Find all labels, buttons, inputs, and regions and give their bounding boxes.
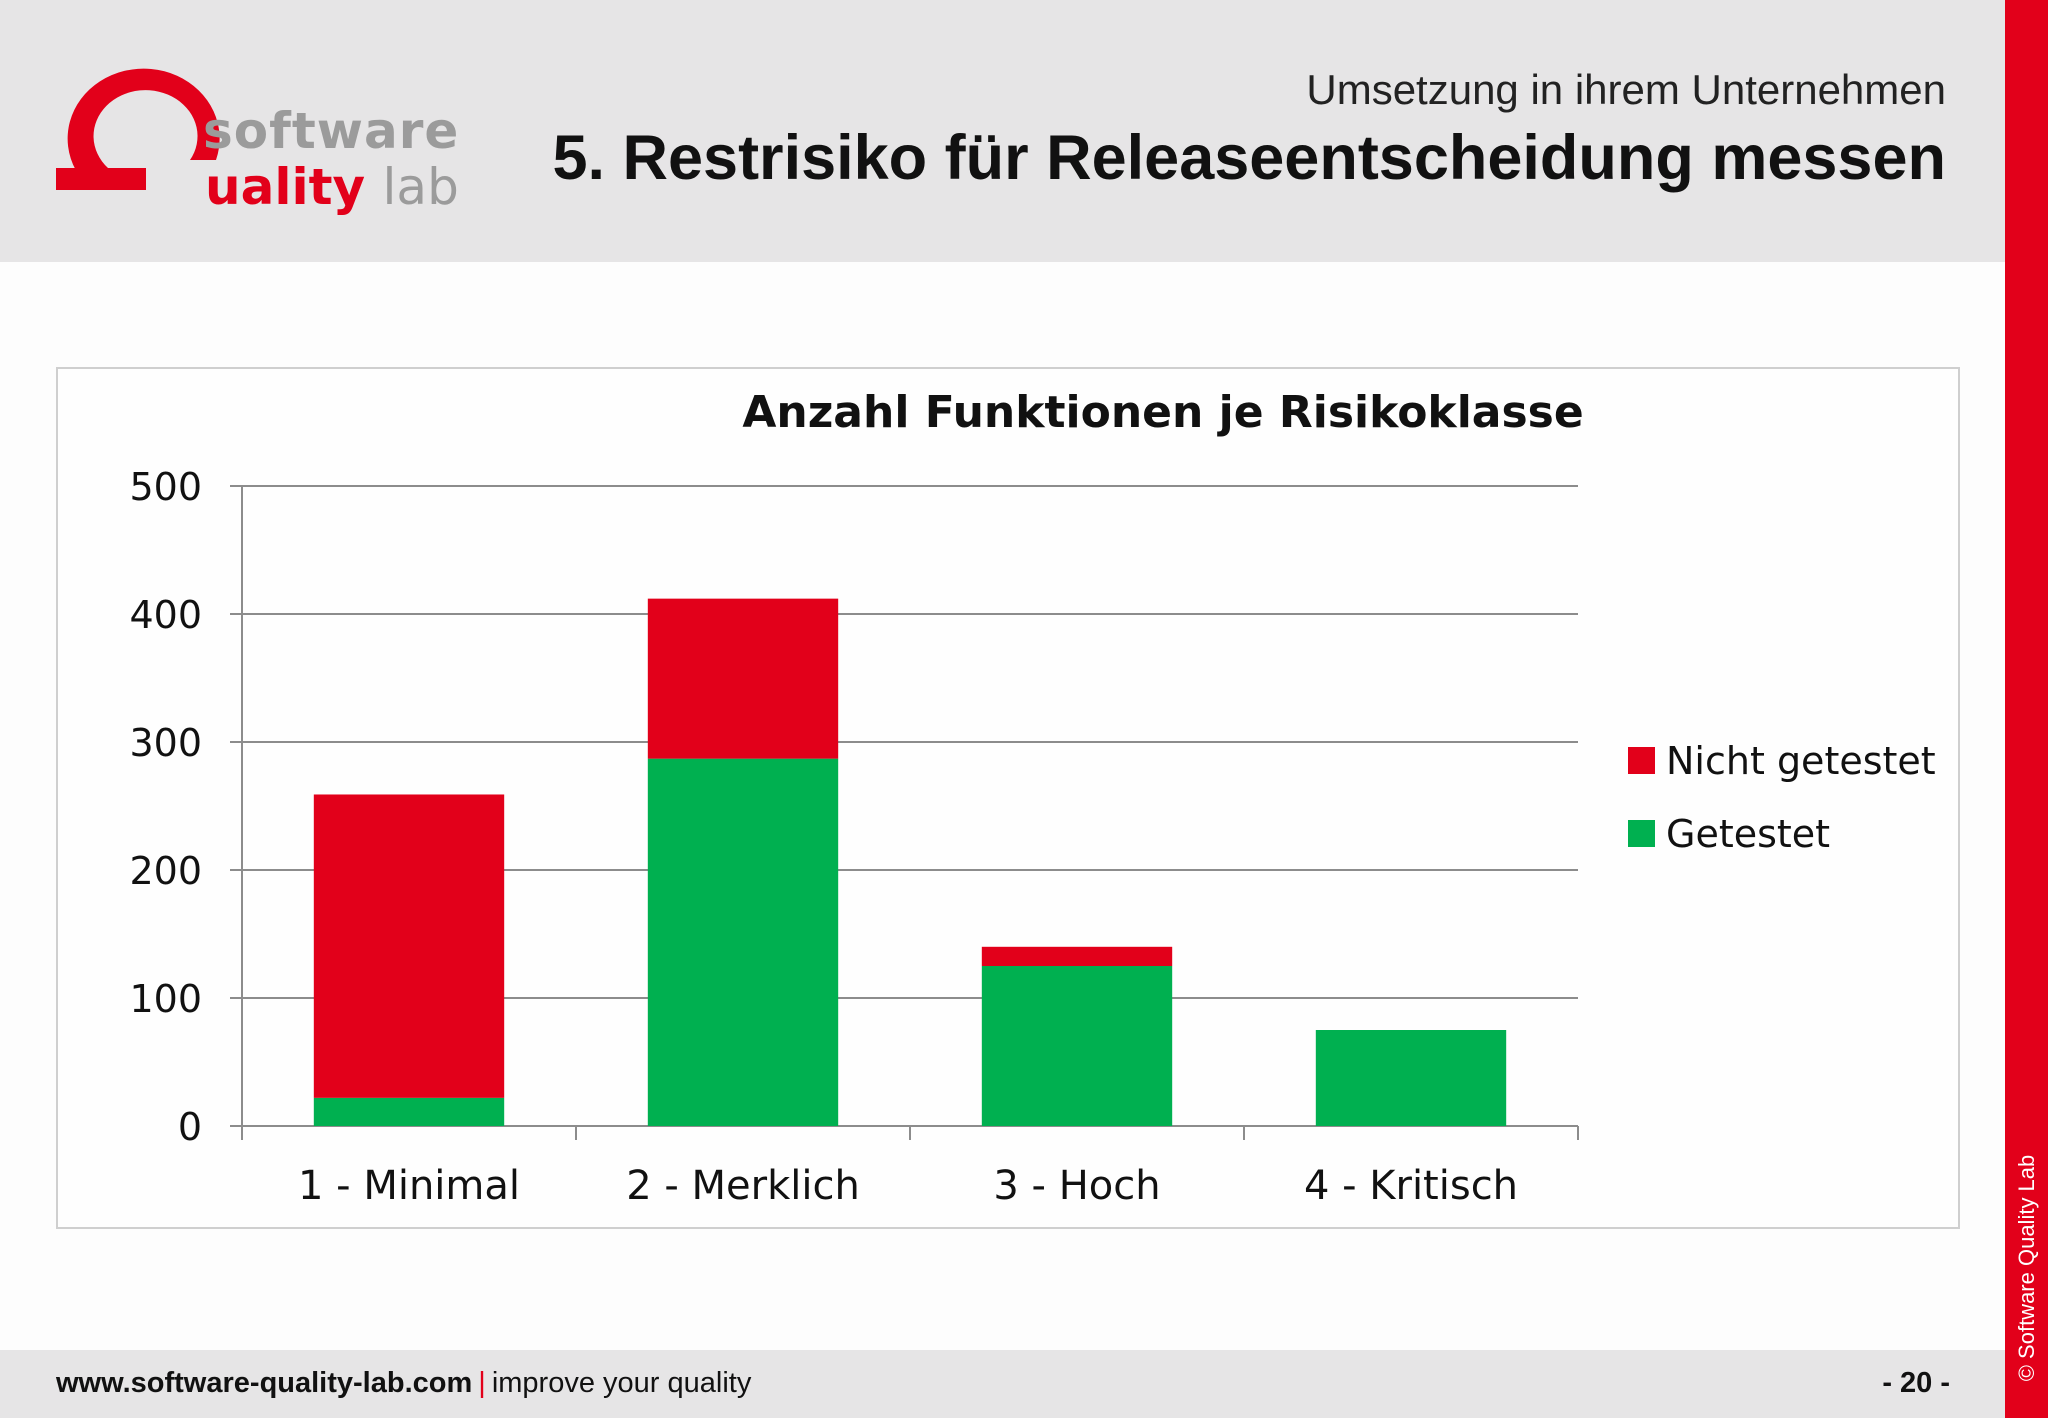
logo-word-software: software — [203, 102, 460, 160]
x-tick-label: 3 - Hoch — [993, 1163, 1160, 1209]
bar-nicht-getestet — [313, 794, 505, 1098]
copyright-container: © Software Quality Lab — [2005, 1128, 2048, 1408]
y-tick-label: 400 — [129, 593, 202, 637]
chart-title: Anzahl Funktionen je Risikoklasse — [742, 387, 1583, 438]
footer-tagline: improve your quality — [491, 1367, 752, 1399]
side-accent-bar: © Software Quality Lab — [2005, 0, 2048, 1418]
bar-getestet — [647, 758, 839, 1126]
copyright-text: © Software Quality Lab — [2013, 1154, 2039, 1382]
header-band — [0, 0, 2005, 262]
slide-title: 5. Restrisiko für Releaseentscheidung me… — [552, 123, 1946, 193]
bar-getestet — [981, 966, 1173, 1126]
legend-label: Getestet — [1666, 812, 1830, 856]
x-tick-label: 2 - Merklich — [626, 1163, 860, 1209]
footer-url-link[interactable]: www.software-quality-lab.com — [56, 1367, 473, 1399]
legend-swatch — [1628, 820, 1655, 847]
y-tick-label: 200 — [129, 849, 202, 893]
y-tick-label: 300 — [129, 721, 202, 765]
x-tick-label: 4 - Kritisch — [1304, 1163, 1518, 1209]
legend-swatch — [1628, 747, 1655, 774]
page-number: - 20 - — [1882, 1367, 1950, 1399]
logo-word-lab: lab — [382, 158, 459, 216]
footer-band: www.software-quality-lab.com | improve you… — [0, 1350, 2005, 1418]
footer-separator: | — [478, 1367, 486, 1399]
bar-getestet — [1315, 1030, 1507, 1126]
y-tick-label: 0 — [178, 1105, 202, 1149]
logo-word-uality: uality — [205, 158, 366, 216]
slide-subtitle: Umsetzung in ihrem Unternehmen — [1306, 66, 1946, 113]
legend-label: Nicht getestet — [1666, 739, 1936, 783]
bar-nicht-getestet — [647, 598, 839, 759]
chart-frame: Anzahl Funktionen je Risikoklasse 0 100 200… — [56, 367, 1960, 1229]
logo-word-quality-lab: uality lab — [205, 162, 459, 212]
bar-nicht-getestet — [981, 946, 1173, 966]
y-tick-label: 500 — [129, 465, 202, 509]
bar-getestet — [313, 1097, 505, 1126]
logo-q-icon — [56, 68, 220, 190]
x-tick-label: 1 - Minimal — [298, 1163, 520, 1209]
y-tick-label: 100 — [129, 977, 202, 1021]
chart: Anzahl Funktionen je Risikoklasse 0 100 200… — [129, 387, 1936, 1209]
footer-left: www.software-quality-lab.com | improve you… — [56, 1367, 751, 1400]
